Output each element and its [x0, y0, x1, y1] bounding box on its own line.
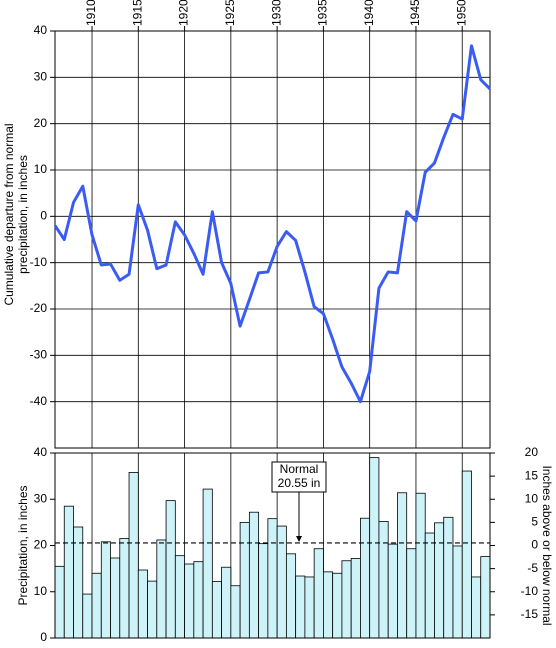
bar	[211, 581, 222, 639]
x-tick-label: 1910	[84, 0, 98, 26]
bar	[341, 560, 352, 639]
bar	[100, 541, 111, 639]
y2-tick-label: 20	[525, 445, 539, 459]
x-tick-label: 1935	[316, 0, 330, 26]
bar	[128, 472, 139, 639]
y-tick-label: 30	[34, 491, 48, 505]
y-tick-label: 20	[34, 116, 48, 130]
bar	[461, 470, 472, 639]
bar	[378, 521, 389, 639]
x-tick-label: 1925	[223, 0, 237, 26]
y2-tick-label: -5	[527, 561, 538, 575]
y-tick-label: 40	[34, 23, 48, 37]
bar	[137, 569, 148, 639]
x-tick-label: 1950	[454, 0, 468, 26]
bar	[165, 500, 176, 639]
bar	[54, 565, 65, 639]
bar	[174, 555, 185, 639]
y-tick-label: -30	[30, 348, 48, 362]
x-tick-label: 1945	[408, 0, 422, 26]
bar	[369, 457, 380, 639]
x-tick-label: 1940	[362, 0, 376, 26]
y-axis-label: precipitation, in inches	[16, 155, 30, 274]
x-tick-label: 1915	[130, 0, 144, 26]
line-series	[53, 44, 492, 404]
bar	[119, 538, 130, 639]
y-axis-label: Precipitation, in inches	[16, 485, 30, 605]
annotation-box	[271, 461, 327, 493]
plot-frame	[54, 30, 491, 449]
bar	[239, 521, 250, 639]
bar	[295, 575, 306, 639]
bar	[406, 548, 417, 639]
bar	[332, 572, 343, 639]
bar	[434, 522, 445, 639]
annotation-arrowhead	[296, 535, 302, 542]
bar	[424, 532, 435, 639]
bar	[221, 566, 232, 639]
y-tick-label: 20	[34, 538, 48, 552]
y-axis-label: Cumulative departure from normal	[2, 123, 16, 305]
y-tick-label: -40	[30, 394, 48, 408]
y2-tick-label: 5	[531, 515, 538, 529]
x-tick-label: 1930	[269, 0, 283, 26]
x-tick-label: 1920	[177, 0, 191, 26]
bar	[184, 563, 195, 639]
bar	[480, 556, 491, 639]
bar	[258, 543, 269, 639]
y-tick-label: -20	[30, 301, 48, 315]
plot-frame	[54, 452, 491, 639]
annotation: Normal	[280, 462, 319, 476]
bar	[91, 572, 102, 639]
bar	[304, 576, 315, 639]
bar	[415, 492, 426, 639]
annotation: 20.55 in	[278, 476, 321, 490]
bar	[193, 561, 204, 639]
bar	[73, 526, 84, 639]
bar	[230, 585, 241, 639]
y-tick-label: 10	[34, 584, 48, 598]
bar	[110, 557, 121, 639]
y-tick-label: 30	[34, 70, 48, 84]
bar	[350, 558, 361, 639]
y2-tick-label: 0	[531, 538, 538, 552]
bar	[202, 488, 213, 639]
bar	[313, 548, 324, 639]
bar	[443, 516, 454, 639]
bar	[147, 580, 158, 639]
y2-tick-label: 10	[525, 491, 539, 505]
bar	[323, 571, 334, 639]
y-tick-label: 0	[40, 630, 47, 644]
bar	[285, 553, 297, 639]
bar	[63, 505, 74, 639]
bar	[82, 593, 93, 639]
y-tick-label: -10	[30, 255, 48, 269]
y-tick-label: 10	[34, 162, 48, 176]
bar	[267, 518, 278, 639]
y2-tick-label: -15	[521, 607, 539, 621]
y2-tick-label: -10	[521, 584, 539, 598]
bar	[360, 517, 371, 639]
bar	[387, 543, 398, 639]
y2-axis-label: Inches above or below normal	[540, 465, 554, 625]
bar	[452, 545, 463, 639]
bar	[397, 492, 408, 639]
y-tick-label: 40	[34, 445, 48, 459]
y2-tick-label: 15	[525, 468, 539, 482]
y-tick-label: 0	[40, 209, 47, 223]
bar	[471, 576, 482, 639]
bar	[248, 511, 260, 639]
bar	[156, 539, 167, 639]
